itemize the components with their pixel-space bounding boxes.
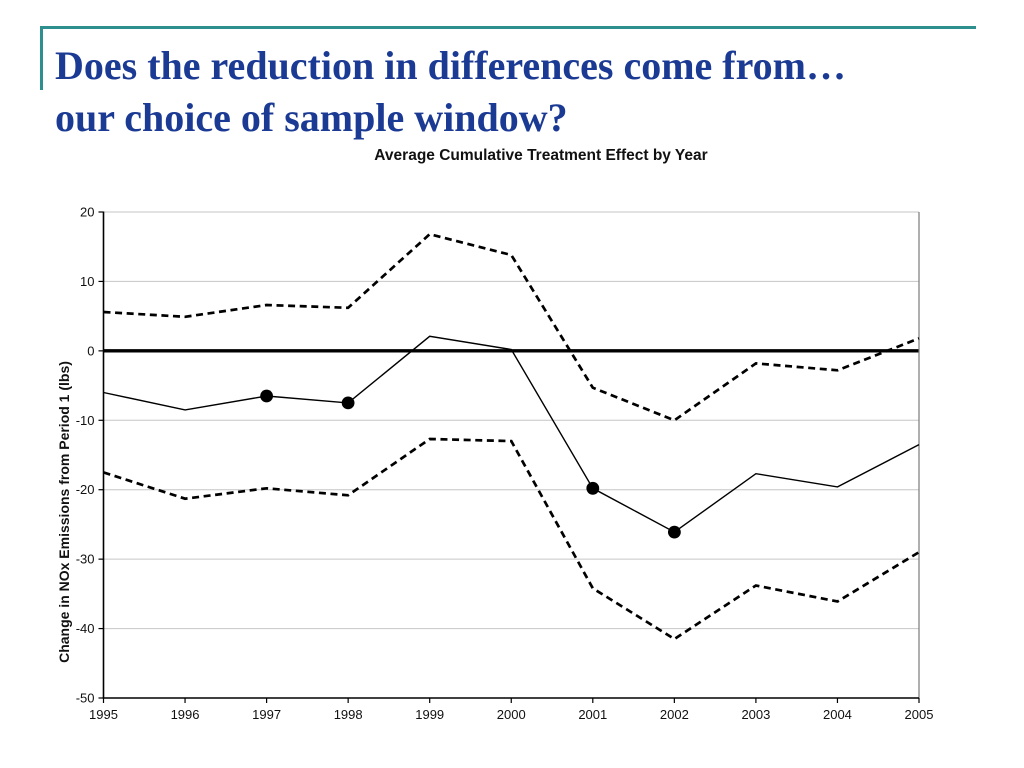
y-tick-label: 20 [80,205,94,220]
x-tick-label: 2003 [741,707,770,722]
x-tick-label: 1998 [334,707,363,722]
x-tick-label: 2000 [497,707,526,722]
x-tick-label: 2005 [905,707,934,722]
data-point-marker [668,525,681,539]
x-tick-label: 1999 [415,707,444,722]
chart-title: Average Cumulative Treatment Effect by Y… [374,147,708,164]
data-point-marker [586,481,600,495]
y-tick-label: -10 [76,413,95,428]
x-tick-label: 2001 [578,707,607,722]
y-tick-label: -20 [76,482,95,497]
y-tick-label: 0 [87,343,94,358]
left-accent-rule [40,26,43,90]
slide-title-line2: our choice of sample window? [55,95,568,140]
x-tick-label: 1995 [89,707,118,722]
data-point-marker [341,396,355,410]
data-point-marker [260,389,273,403]
y-tick-label: -30 [76,552,95,567]
y-tick-label: -50 [76,691,95,706]
x-tick-label: 1996 [171,707,200,722]
series-upper-dashed-band [103,232,920,422]
series-average-cumulative-treatment-effect [103,335,920,533]
x-tick-label: 2004 [823,707,852,722]
slide-title-line1: Does the reduction in differences come f… [55,43,846,88]
y-tick-label: -40 [76,621,95,636]
top-accent-rule [41,26,976,29]
slide-title: Does the reduction in differences come f… [55,40,985,144]
x-tick-label: 2002 [660,707,689,722]
x-tick-label: 1997 [252,707,281,722]
series-lower-dashed-band [103,437,920,641]
y-tick-label: 10 [80,274,94,289]
